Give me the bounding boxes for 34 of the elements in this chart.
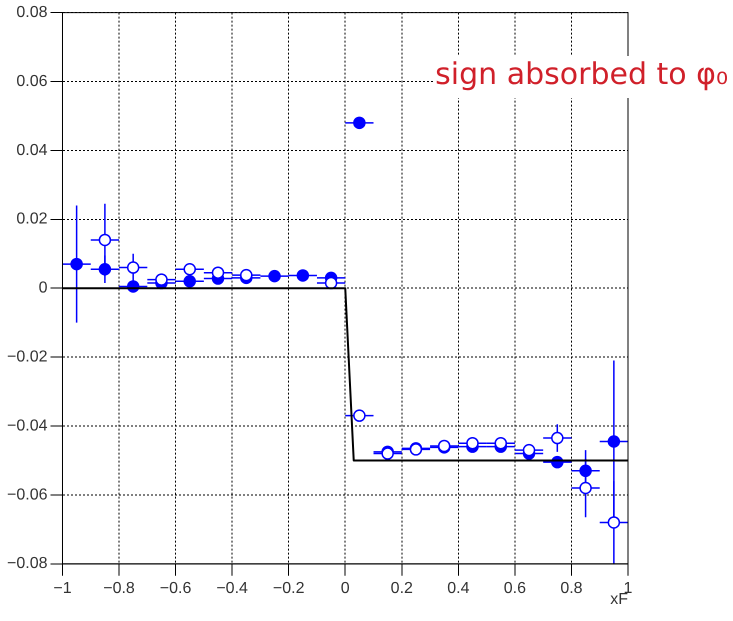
y-tick-label: −0.02 [7,348,48,366]
y-tick-label: −0.08 [7,555,48,572]
x-tick-label: 0.2 [390,580,414,597]
point [183,275,196,288]
y-tick-label: −0.06 [7,486,48,504]
x-tick-label: −0.4 [216,580,248,597]
y-tick-label: 0.08 [16,4,48,22]
point [296,269,310,282]
point [155,273,168,286]
x-tick-label: 0.6 [504,580,526,597]
point [353,409,366,422]
point [494,436,508,450]
point [268,270,281,282]
point [240,268,253,282]
y-tick-label: 0 [38,280,48,297]
y-tick-label: 0.02 [16,210,48,228]
x-tick-label: −0.2 [272,580,305,597]
x-tick-label: 0.4 [447,580,470,597]
point [212,266,224,279]
point [183,263,196,276]
x-tick-label: −0.8 [103,580,135,597]
point [353,116,366,130]
x-tick-label: −0.6 [160,580,192,597]
annotation: sign absorbed to φ₀ [435,56,728,92]
x-tick-label: 1 [624,580,633,597]
point [522,444,536,456]
y-tick-label: 0.06 [16,72,48,90]
x-tick-label: 0 [340,580,350,597]
y-tick-label: 0.04 [16,142,48,159]
x-tick-label: 0.8 [560,580,583,597]
point [608,435,620,448]
point [466,436,479,450]
y-tick-label: −0.04 [7,417,48,434]
x-tick-label: −1 [53,580,72,597]
